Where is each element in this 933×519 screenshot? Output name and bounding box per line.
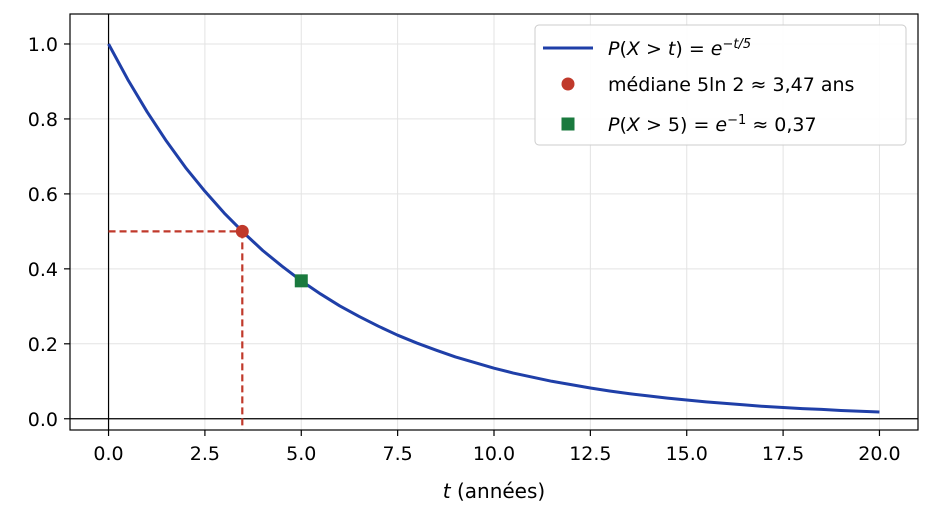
x-tick-label: 12.5: [569, 443, 611, 465]
legend-label: P(X > t) = e−t/5: [608, 37, 751, 61]
legend-circle-marker: [561, 77, 575, 91]
x-tick-label: 20.0: [858, 443, 900, 465]
y-tick-label: 1.0: [28, 34, 58, 56]
x-tick-label: 17.5: [762, 443, 804, 465]
y-tick-label: 0.0: [28, 409, 58, 431]
y-tick-label: 0.8: [28, 109, 58, 131]
x-tick-label: 0.0: [93, 443, 123, 465]
legend-square-marker: [561, 117, 575, 131]
x-tick-label: 5.0: [286, 443, 316, 465]
median-point: [235, 224, 249, 238]
legend: P(X > t) = e−t/5 médiane 5ln 2 ≈ 3,47 ans…: [534, 24, 907, 146]
x-tick-label: 10.0: [473, 443, 515, 465]
legend-label: P(X > 5) = e−1 ≈ 0,37: [608, 113, 817, 137]
survival-curve: [107, 43, 880, 414]
survival-at-5-point: [294, 274, 308, 288]
legend-box: [534, 24, 907, 146]
x-axis-title: t (années): [443, 479, 545, 503]
legend-label: médiane 5ln 2 ≈ 3,47 ans: [608, 74, 854, 96]
y-tick-label: 0.2: [28, 334, 58, 356]
x-tick-label: 2.5: [190, 443, 220, 465]
y-tick-label: 0.4: [28, 259, 58, 281]
x-tick-label: 7.5: [383, 443, 413, 465]
x-tick-label: 15.0: [666, 443, 708, 465]
y-tick-label: 0.6: [28, 184, 58, 206]
